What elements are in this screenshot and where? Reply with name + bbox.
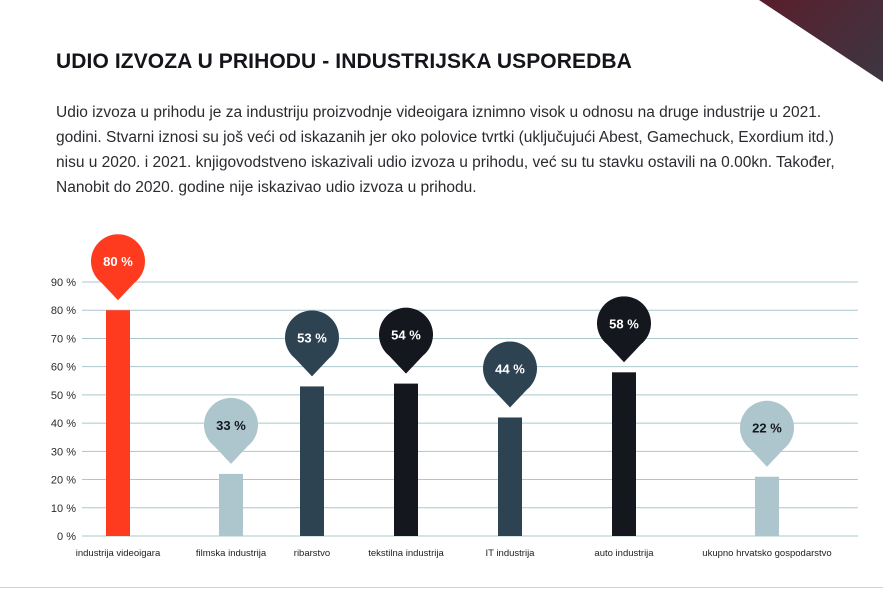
category-label: filmska industrija xyxy=(196,548,267,559)
description-text: Udio izvoza u prihodu je za industriju p… xyxy=(56,104,835,196)
category-label: ribarstvo xyxy=(294,548,330,559)
data-label: 80 % xyxy=(103,254,133,269)
y-tick-label: 20 % xyxy=(51,475,76,487)
data-label: 33 % xyxy=(216,418,246,433)
value-pin xyxy=(379,307,433,374)
value-pin xyxy=(203,397,258,464)
value-pin xyxy=(740,400,795,467)
bar xyxy=(755,476,779,536)
bottom-divider xyxy=(0,587,883,588)
data-label: 58 % xyxy=(609,316,639,331)
bar xyxy=(219,473,243,536)
category-label: industrija videoigara xyxy=(76,548,161,559)
bar xyxy=(394,383,418,536)
y-tick-label: 70 % xyxy=(51,333,76,345)
y-tick-label: 10 % xyxy=(51,503,76,515)
bar xyxy=(106,310,130,536)
y-tick-label: 30 % xyxy=(51,446,76,458)
category-label: tekstilna industrija xyxy=(368,548,444,559)
value-pin xyxy=(91,234,145,301)
category-label: IT industrija xyxy=(486,548,536,559)
y-tick-label: 90 % xyxy=(51,277,76,289)
y-tick-label: 60 % xyxy=(51,362,76,374)
value-pin xyxy=(285,310,339,377)
y-tick-label: 50 % xyxy=(51,390,76,402)
value-pin xyxy=(483,341,538,408)
y-tick-label: 80 % xyxy=(51,305,76,317)
data-label: 54 % xyxy=(391,328,421,343)
category-label: ukupno hrvatsko gospodarstvo xyxy=(702,548,831,559)
page-title: UDIO IZVOZA U PRIHODU - INDUSTRIJSKA USP… xyxy=(56,50,632,73)
data-label: 44 % xyxy=(495,361,525,376)
category-label: auto industrija xyxy=(594,548,654,559)
y-tick-label: 0 % xyxy=(57,531,76,543)
bar xyxy=(612,372,636,536)
data-label: 53 % xyxy=(297,330,327,345)
value-pin xyxy=(597,296,651,363)
data-label: 22 % xyxy=(752,421,782,436)
bar xyxy=(498,417,522,536)
bar xyxy=(300,386,324,536)
y-tick-label: 40 % xyxy=(51,418,76,430)
